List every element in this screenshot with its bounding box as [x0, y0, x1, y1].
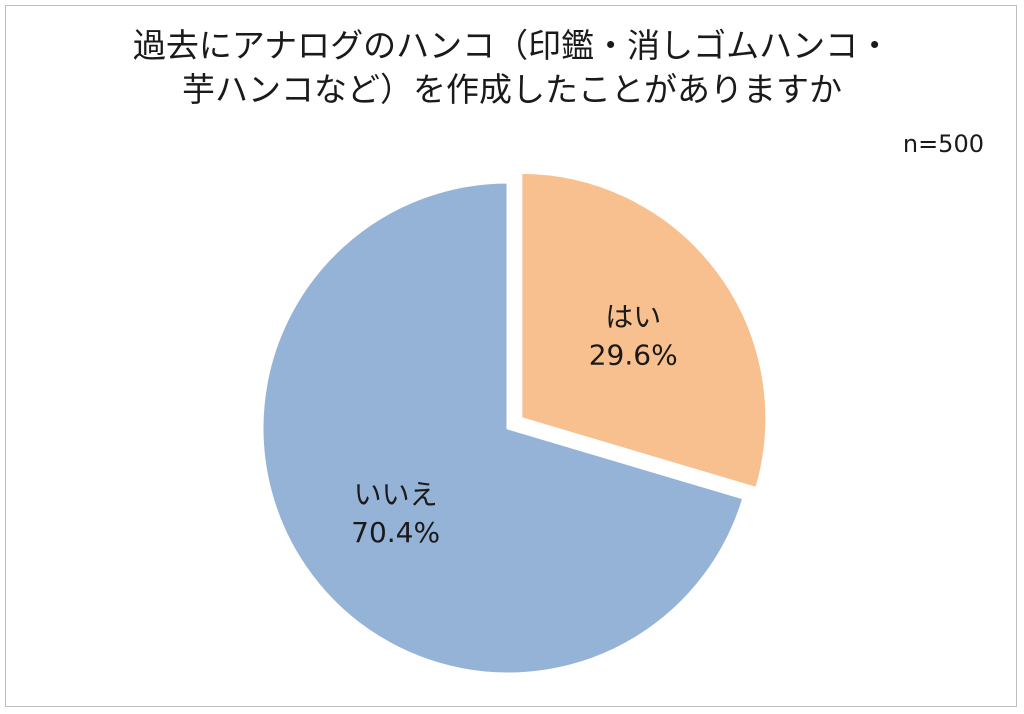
pie-slices	[260, 170, 769, 676]
slice-value-0: 29.6%	[589, 339, 678, 372]
chart-title-line-2: 芋ハンコなど）を作成したことがありますか	[182, 70, 842, 109]
slice-value-1: 70.4%	[351, 516, 440, 549]
slice-label-0: はい	[605, 301, 661, 334]
chart-title-line-1: 過去にアナログのハンコ（印鑑・消しゴムハンコ・	[132, 26, 892, 65]
chart-title: 過去にアナログのハンコ（印鑑・消しゴムハンコ・ 芋ハンコなど）を作成したことがあ…	[0, 24, 1024, 112]
sample-size-note: n=500	[902, 130, 984, 158]
slice-label-1: いいえ	[354, 478, 438, 511]
pie-slice-1	[260, 180, 746, 676]
pie-slice-0	[519, 170, 769, 491]
pie-labels: はい 29.6% いいえ 70.4%	[351, 301, 678, 549]
